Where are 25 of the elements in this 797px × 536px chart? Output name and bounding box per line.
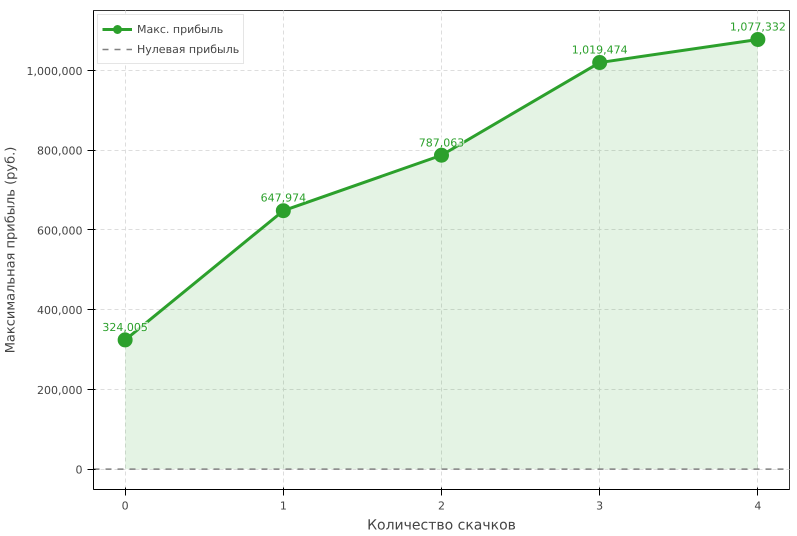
y-tick-label: 200,000 bbox=[37, 384, 83, 397]
text: 1,077,332 bbox=[730, 20, 786, 34]
x-axis-title: Количество скачков bbox=[367, 518, 516, 534]
point bbox=[750, 32, 766, 47]
y-tick-label: 800,000 bbox=[37, 144, 83, 158]
y-tick-label: 1,000,000 bbox=[26, 64, 82, 78]
text: 1,019,474 bbox=[572, 44, 628, 57]
text: 787,063 bbox=[418, 136, 464, 150]
legend-label: Макс. прибыль bbox=[137, 22, 224, 36]
text: 647,974 bbox=[260, 192, 306, 205]
point bbox=[118, 332, 133, 348]
y-tick-label: 0 bbox=[76, 464, 82, 477]
x-tick-label: 3 bbox=[596, 500, 604, 512]
y-axis-title: Максимальная прибыль (руб.) bbox=[4, 146, 19, 354]
text: 324,005 bbox=[102, 320, 148, 334]
x-tick-label: 4 bbox=[754, 500, 762, 512]
y-tick-label: 400,000 bbox=[37, 304, 83, 318]
point bbox=[592, 55, 608, 70]
legend-label: Нулевая прибыль bbox=[137, 42, 240, 56]
x-tick-label: 2 bbox=[438, 500, 445, 512]
x-tick-label: 0 bbox=[122, 500, 129, 512]
point bbox=[276, 203, 291, 218]
x-tick-label: 1 bbox=[280, 500, 287, 512]
y-tick-label: 600,000 bbox=[37, 224, 83, 238]
point bbox=[434, 148, 449, 163]
